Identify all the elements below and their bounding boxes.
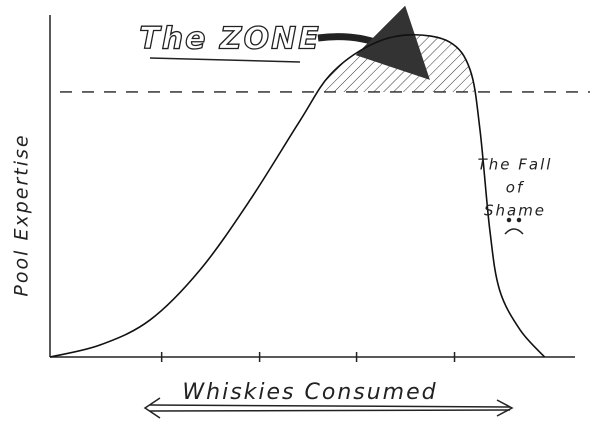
x-axis-label: Whiskies Consumed <box>182 380 437 405</box>
frown-face <box>504 217 524 235</box>
zone-underline <box>149 57 301 63</box>
zone-label: The ZONE <box>139 22 320 57</box>
fall-annotation: The Fall <box>478 156 553 174</box>
fall-annotation: of <box>506 179 525 197</box>
zone-hatch <box>317 34 476 92</box>
y-axis-label: Pool Expertise <box>11 133 33 296</box>
curve <box>49 33 546 358</box>
fall-annotation: Shame <box>484 202 546 220</box>
double-arrow <box>143 397 514 419</box>
